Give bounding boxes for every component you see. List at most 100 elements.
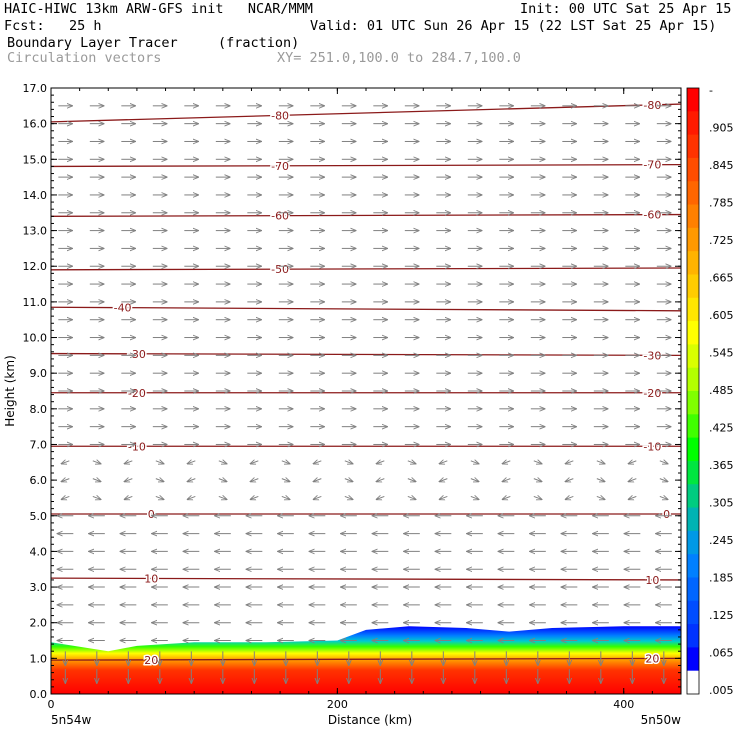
contour-label: -80 (271, 109, 289, 122)
header-line2-left: Fcst: 25 h (4, 18, 102, 34)
colorbar-segment (687, 297, 699, 322)
y-tick-label: 7.0 (30, 438, 48, 451)
vector-arrow (313, 479, 322, 482)
contour-label: 0 (663, 508, 670, 521)
x-axis-title: Distance (km) (328, 713, 412, 727)
y-tick-label: 11.0 (23, 296, 48, 309)
vector-arrow (124, 461, 133, 464)
vector-arrow (281, 479, 290, 482)
vector-arrow (344, 461, 353, 464)
x-tick-label: 0 (48, 698, 55, 711)
colorbar-label: - (709, 84, 713, 97)
colorbar-label: .305 (709, 497, 734, 510)
colorbar-segment (687, 391, 699, 415)
contour-label: -40 (114, 302, 132, 315)
contour-label: 20 (144, 654, 158, 667)
y-tick-label: 5.0 (30, 510, 48, 523)
colorbar-label: .245 (709, 534, 734, 547)
circulation-vectors (57, 106, 672, 683)
vector-arrow (155, 479, 164, 482)
tracer-fill-region (51, 626, 681, 694)
vector-arrow (659, 496, 668, 499)
contour-label: -20 (643, 387, 661, 400)
x-tick-label: 400 (613, 698, 634, 711)
colorbar-segment (687, 204, 699, 229)
vector-arrow (470, 479, 479, 482)
colorbar-segment (687, 111, 699, 136)
y-tick-label: 12.0 (23, 260, 48, 273)
vector-arrow (344, 496, 353, 499)
colorbar-segment (687, 274, 699, 299)
colorbar-label: .425 (709, 422, 734, 435)
colorbar-segment (687, 554, 699, 578)
y-axis-title: Height (km) (3, 355, 17, 426)
vector-arrow (92, 496, 101, 499)
colorbar-label: .545 (709, 347, 734, 360)
y-tick-label: 16.0 (23, 118, 48, 131)
vector-arrow (470, 461, 479, 464)
y-tick-label: 6.0 (30, 474, 48, 487)
vector-arrow (502, 479, 511, 482)
vector-arrow (596, 479, 605, 482)
colorbar-segment (687, 134, 699, 159)
cross-section-coords: XY= 251.0,100.0 to 284.7,100.0 (277, 50, 521, 66)
vector-arrow (187, 479, 196, 482)
vector-arrow (92, 461, 101, 464)
contour-label: -30 (128, 348, 146, 361)
vector-arrow (659, 461, 668, 464)
vector-arrow (313, 496, 322, 499)
contour-label: -80 (643, 99, 661, 112)
vector-arrow (596, 496, 605, 499)
y-tick-label: 8.0 (30, 403, 48, 416)
vector-arrow (313, 461, 322, 464)
contour-line (50, 657, 682, 661)
vector-arrow (502, 496, 511, 499)
y-tick-label: 1.0 (30, 652, 48, 665)
vector-arrow (61, 461, 70, 464)
contour-line (50, 577, 682, 581)
vector-arrow (376, 496, 385, 499)
colorbar-segment (687, 460, 699, 485)
y-tick-label: 15.0 (23, 153, 48, 166)
vector-arrow (533, 479, 542, 482)
contour-label: -30 (643, 349, 661, 362)
colorbar-segment (687, 367, 699, 392)
colorbar-segment (687, 157, 699, 182)
vector-arrow (250, 479, 259, 482)
vector-arrow (218, 496, 227, 499)
colorbar-label: .365 (709, 459, 734, 472)
contour-label: -50 (271, 263, 289, 276)
y-tick-label: 14.0 (23, 189, 48, 202)
contour-line (50, 306, 682, 312)
colorbar-segment (687, 437, 699, 462)
vector-arrow (502, 461, 511, 464)
colorbar-label: .785 (709, 197, 734, 210)
colorbar-segment (687, 181, 699, 206)
colorbar-segment (687, 530, 699, 555)
vector-arrow (533, 496, 542, 499)
y-tick-label: 4.0 (30, 545, 48, 558)
vector-arrow (628, 479, 637, 482)
contour-label: 20 (645, 652, 659, 665)
colorbar-frame (686, 87, 700, 695)
field-title: Boundary Layer Tracer (7, 35, 178, 51)
contour-label: -70 (271, 160, 289, 173)
contour-line (50, 163, 682, 168)
vector-arrow (250, 461, 259, 464)
vector-arrow (376, 479, 385, 482)
vector-arrow (439, 461, 448, 464)
vector-arrow (628, 461, 637, 464)
vector-arrow (376, 461, 385, 464)
header-line1-right: Init: 00 UTC Sat 25 Apr 15 (520, 1, 732, 17)
vector-arrow (281, 461, 290, 464)
contour-label: 10 (645, 574, 659, 587)
y-tick-label: 10.0 (23, 332, 48, 345)
vector-arrow (407, 479, 416, 482)
vector-arrow (439, 479, 448, 482)
colorbar-label: .845 (709, 159, 734, 172)
vector-title: Circulation vectors (7, 50, 162, 66)
x-endpoint-right: 5n50w (641, 713, 682, 727)
vector-arrow (187, 496, 196, 499)
vector-arrow (659, 479, 668, 482)
